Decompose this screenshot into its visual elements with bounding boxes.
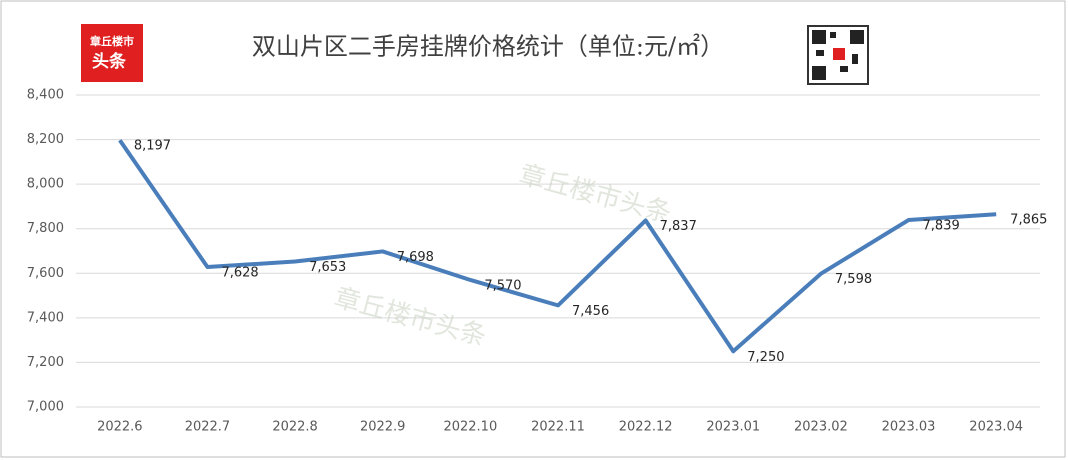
line xyxy=(118,139,997,354)
qr-finder xyxy=(812,30,826,44)
qr-dot xyxy=(830,32,836,38)
qr-dot xyxy=(816,50,824,56)
value-label: 8,197 xyxy=(134,139,171,154)
value-label: 7,456 xyxy=(572,304,609,319)
qr-dot xyxy=(852,54,858,64)
value-label: 7,698 xyxy=(397,250,434,265)
x-tick-label: 2022.11 xyxy=(531,420,585,435)
qr-center xyxy=(833,48,845,60)
qr-dot xyxy=(840,66,848,72)
x-tick-label: 2022.6 xyxy=(97,420,143,435)
x-tick-label: 2022.10 xyxy=(443,420,497,435)
y-tick-label: 7,400 xyxy=(27,310,64,325)
x-tick-label: 2023.02 xyxy=(794,420,848,435)
y-tick-label: 8,000 xyxy=(27,177,64,192)
logo-box xyxy=(81,24,143,82)
value-label: 7,598 xyxy=(835,272,872,287)
value-label: 7,250 xyxy=(747,350,784,365)
y-tick-label: 8,200 xyxy=(27,132,64,147)
x-tick-label: 2022.9 xyxy=(360,420,406,435)
y-tick-label: 8,400 xyxy=(27,88,64,103)
logo: 章丘楼市 头条 xyxy=(81,24,143,82)
y-tick-label: 7,000 xyxy=(27,400,64,415)
logo-top: 章丘楼市 xyxy=(90,34,134,48)
value-label: 7,837 xyxy=(660,219,697,234)
qr-finder xyxy=(812,66,826,80)
value-label: 7,865 xyxy=(1010,213,1047,228)
x-tick-label: 2023.01 xyxy=(706,420,760,435)
x-tick-label: 2022.7 xyxy=(185,420,231,435)
y-tick-label: 7,200 xyxy=(27,355,64,370)
x-tick-label: 2022.8 xyxy=(272,420,318,435)
y-tick-label: 7,600 xyxy=(27,266,64,281)
chart-title: 双山片区二手房挂牌价格统计（单位:元/㎡） xyxy=(252,33,724,61)
x-tick-label: 2023.03 xyxy=(882,420,936,435)
value-label: 7,839 xyxy=(923,219,960,234)
y-tick-label: 7,800 xyxy=(27,221,64,236)
value-label: 7,628 xyxy=(221,266,258,281)
qr-code xyxy=(807,25,869,85)
x-tick-label: 2022.12 xyxy=(619,420,673,435)
value-label: 7,653 xyxy=(309,260,346,275)
x-tick-label: 2023.04 xyxy=(969,420,1023,435)
value-label: 7,570 xyxy=(484,278,521,293)
qr-finder xyxy=(850,30,864,44)
logo-bottom: 头条 xyxy=(92,51,127,72)
